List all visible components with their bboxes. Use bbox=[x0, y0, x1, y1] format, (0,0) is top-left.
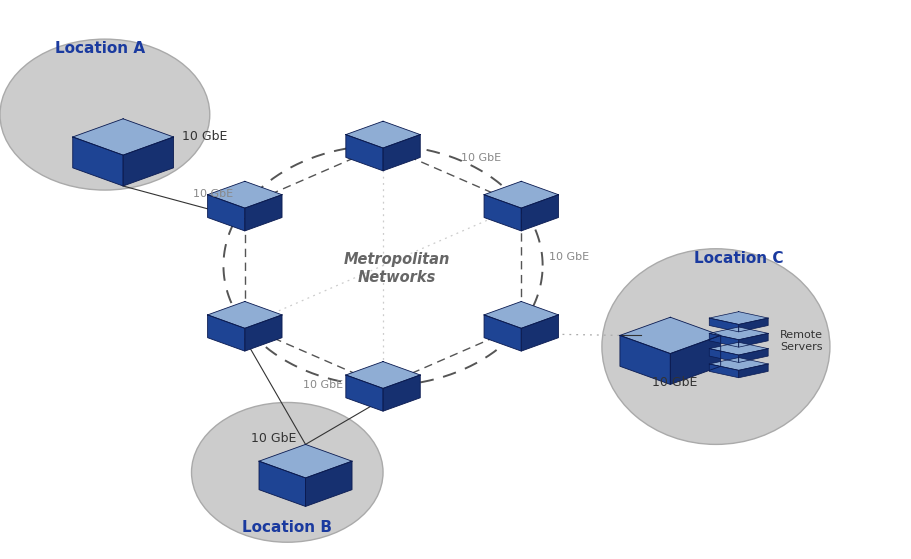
Text: Metropolitan
Networks: Metropolitan Networks bbox=[343, 252, 449, 285]
Polygon shape bbox=[305, 461, 352, 506]
Polygon shape bbox=[709, 318, 738, 332]
Polygon shape bbox=[484, 301, 558, 328]
Polygon shape bbox=[345, 375, 383, 411]
Text: 10 GbE: 10 GbE bbox=[461, 153, 501, 163]
Polygon shape bbox=[123, 137, 173, 186]
Polygon shape bbox=[244, 315, 281, 351]
Polygon shape bbox=[208, 181, 281, 208]
Polygon shape bbox=[738, 364, 767, 378]
Polygon shape bbox=[709, 327, 767, 340]
Polygon shape bbox=[738, 333, 767, 347]
Polygon shape bbox=[709, 349, 738, 362]
Polygon shape bbox=[709, 342, 767, 355]
Polygon shape bbox=[484, 315, 521, 351]
Polygon shape bbox=[208, 301, 281, 328]
Ellipse shape bbox=[0, 39, 210, 190]
Text: Location C: Location C bbox=[693, 251, 783, 266]
Polygon shape bbox=[484, 181, 558, 208]
Polygon shape bbox=[709, 333, 738, 347]
Polygon shape bbox=[484, 195, 521, 231]
Polygon shape bbox=[259, 444, 352, 478]
Text: 10 GbE: 10 GbE bbox=[251, 432, 296, 446]
Text: Location B: Location B bbox=[242, 520, 332, 535]
Polygon shape bbox=[383, 135, 420, 171]
Polygon shape bbox=[208, 195, 244, 231]
Text: 10 GbE: 10 GbE bbox=[548, 252, 589, 262]
Polygon shape bbox=[709, 358, 767, 370]
Text: 10 GbE: 10 GbE bbox=[651, 376, 697, 390]
Polygon shape bbox=[73, 137, 123, 186]
Text: 10 GbE: 10 GbE bbox=[182, 130, 228, 144]
Polygon shape bbox=[709, 364, 738, 378]
Text: Remote
Servers: Remote Servers bbox=[779, 330, 822, 352]
Polygon shape bbox=[521, 315, 558, 351]
Polygon shape bbox=[383, 375, 420, 411]
Polygon shape bbox=[619, 335, 670, 385]
Polygon shape bbox=[73, 119, 173, 155]
Polygon shape bbox=[709, 312, 767, 324]
Polygon shape bbox=[345, 362, 420, 389]
Text: 10 GbE: 10 GbE bbox=[302, 380, 343, 390]
Polygon shape bbox=[208, 315, 244, 351]
Polygon shape bbox=[619, 318, 720, 353]
Polygon shape bbox=[738, 318, 767, 332]
Polygon shape bbox=[738, 349, 767, 362]
Text: 10 GbE: 10 GbE bbox=[193, 189, 233, 199]
Ellipse shape bbox=[191, 402, 383, 542]
Polygon shape bbox=[244, 195, 281, 231]
Polygon shape bbox=[345, 135, 383, 171]
Polygon shape bbox=[521, 195, 558, 231]
Polygon shape bbox=[345, 121, 420, 148]
Polygon shape bbox=[259, 461, 305, 506]
Polygon shape bbox=[670, 335, 720, 385]
Ellipse shape bbox=[601, 249, 829, 444]
Text: Location A: Location A bbox=[56, 41, 145, 56]
